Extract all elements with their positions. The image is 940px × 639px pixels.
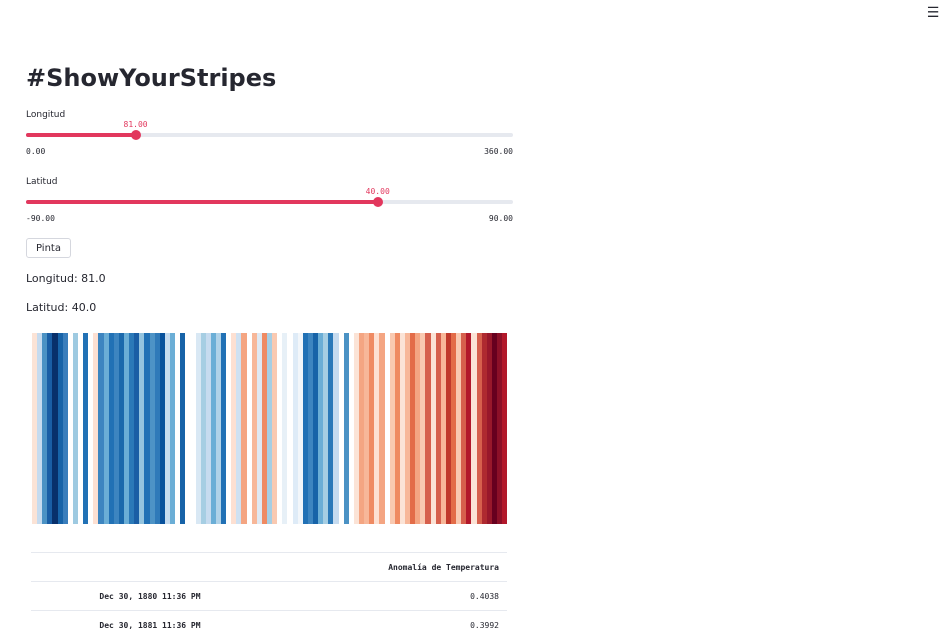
longitud-slider[interactable]: Longitud 81.00 0.00 360.00 bbox=[26, 110, 513, 166]
warming-stripes-image bbox=[32, 333, 507, 524]
latitud-slider-fill bbox=[26, 200, 378, 204]
table-header-row: Anomalía de Temperatura bbox=[31, 553, 507, 582]
latitud-slider-value: 40.00 bbox=[366, 187, 390, 196]
hamburger-menu-icon[interactable]: ☰ bbox=[926, 6, 940, 20]
longitud-slider-label: Longitud bbox=[26, 110, 65, 120]
longitud-slider-fill bbox=[26, 133, 136, 137]
latitud-slider-min: -90.00 bbox=[26, 214, 55, 223]
table-row-index: Dec 30, 1880 11:36 PM bbox=[31, 582, 269, 611]
temperature-anomaly-table: Anomalía de Temperatura Dec 30, 1880 11:… bbox=[31, 552, 507, 639]
latitud-output: Latitud: 40.0 bbox=[26, 301, 96, 314]
latitud-slider-label: Latitud bbox=[26, 177, 58, 187]
longitud-output: Longitud: 81.0 bbox=[26, 272, 106, 285]
table-row: Dec 30, 1881 11:36 PM 0.3992 bbox=[31, 611, 507, 639]
longitud-slider-max: 360.00 bbox=[484, 147, 513, 156]
table-row-index: Dec 30, 1881 11:36 PM bbox=[31, 611, 269, 639]
pinta-button[interactable]: Pinta bbox=[26, 238, 71, 258]
table-column-header: Anomalía de Temperatura bbox=[269, 553, 507, 582]
latitud-slider-track[interactable] bbox=[26, 200, 513, 204]
longitud-slider-min: 0.00 bbox=[26, 147, 45, 156]
latitud-slider-thumb[interactable] bbox=[373, 197, 383, 207]
latitud-slider[interactable]: Latitud 40.00 -90.00 90.00 bbox=[26, 177, 513, 233]
longitud-slider-value: 81.00 bbox=[124, 120, 148, 129]
table-row-value: 0.4038 bbox=[269, 582, 507, 611]
longitud-slider-track[interactable] bbox=[26, 133, 513, 137]
stripe bbox=[502, 333, 507, 524]
latitud-slider-max: 90.00 bbox=[489, 214, 513, 223]
table-row-value: 0.3992 bbox=[269, 611, 507, 639]
table-index-header bbox=[31, 553, 269, 582]
page-title: #ShowYourStripes bbox=[26, 64, 276, 92]
table-row: Dec 30, 1880 11:36 PM 0.4038 bbox=[31, 582, 507, 611]
longitud-slider-thumb[interactable] bbox=[131, 130, 141, 140]
